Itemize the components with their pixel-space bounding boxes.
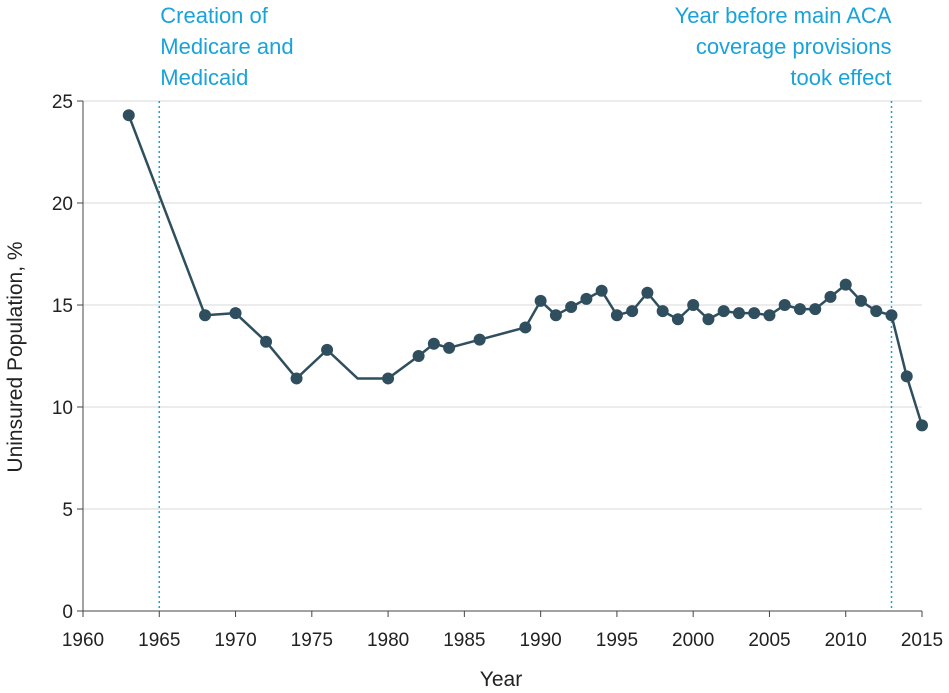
- annotation-labels: Creation of Medicare and Medicaid Year befo…: [160, 3, 892, 90]
- data-point: [580, 292, 593, 305]
- data-point: [763, 309, 776, 322]
- data-point: [382, 372, 395, 385]
- data-point: [595, 284, 608, 297]
- annotation-label: took effect: [790, 65, 891, 90]
- data-point: [443, 341, 456, 354]
- gridlines: [83, 100, 922, 510]
- annotation-lines: [158, 101, 893, 611]
- data-point: [473, 333, 486, 346]
- x-tick-label: 1960: [62, 630, 104, 651]
- data-point: [565, 301, 578, 314]
- data-point: [916, 419, 928, 432]
- data-point: [748, 307, 761, 320]
- x-tick-label: 1965: [138, 630, 180, 651]
- data-point: [549, 309, 562, 322]
- data-point: [839, 278, 852, 291]
- data-point: [656, 305, 669, 318]
- x-tick-label: 1985: [443, 630, 485, 651]
- data-point: [641, 286, 654, 299]
- data-point: [321, 343, 334, 356]
- x-tick-label: 1980: [367, 630, 409, 651]
- data-point: [427, 337, 440, 350]
- y-tick-label: 5: [62, 500, 73, 521]
- series-line: [127, 114, 924, 426]
- data-point: [122, 109, 135, 122]
- data-point: [900, 370, 913, 383]
- data-point: [793, 303, 806, 316]
- x-tick-label: 2015: [901, 630, 943, 651]
- y-tick-label: 15: [52, 296, 73, 317]
- axes: 0 5 10 15 20 25 1960 1965 1970 1975 1980 1985 1990 19…: [52, 92, 943, 651]
- data-point: [260, 335, 273, 348]
- data-point: [671, 313, 684, 326]
- annotation-label: Year before main ACA: [675, 3, 892, 28]
- data-point: [778, 299, 791, 311]
- x-tick-label: 2010: [825, 630, 867, 651]
- x-tick-label: 2000: [672, 630, 714, 651]
- data-point: [824, 290, 837, 303]
- data-point: [610, 309, 623, 322]
- x-tick-label: 1970: [214, 630, 256, 651]
- y-tick-label: 20: [52, 194, 73, 215]
- y-tick-label: 10: [52, 398, 73, 419]
- y-tick-label: 25: [52, 92, 73, 113]
- x-tick-label: 1975: [291, 630, 333, 651]
- data-point: [809, 303, 822, 316]
- data-point: [885, 309, 898, 322]
- y-tick-label: 0: [62, 602, 73, 623]
- data-point: [519, 321, 532, 334]
- data-point: [854, 294, 867, 307]
- data-point: [412, 350, 425, 362]
- data-point: [199, 309, 212, 322]
- data-point: [717, 305, 730, 318]
- annotation-label: coverage provisions: [696, 34, 892, 59]
- data-point: [534, 294, 547, 307]
- x-axis-title: Year: [480, 668, 522, 691]
- annotation-label: Medicare and: [160, 34, 293, 59]
- annotation-label: Medicaid: [160, 65, 248, 90]
- data-point: [702, 313, 715, 326]
- x-tick-label: 1995: [596, 630, 638, 651]
- data-point: [732, 307, 745, 320]
- data-point: [290, 372, 303, 385]
- annotation-label: Creation of: [160, 3, 269, 28]
- data-point: [229, 307, 242, 320]
- data-point: [626, 305, 639, 318]
- data-point: [870, 305, 883, 318]
- series: [122, 109, 928, 432]
- x-tick-label: 1990: [519, 630, 561, 651]
- data-point: [687, 299, 700, 311]
- x-tick-label: 2005: [748, 630, 790, 651]
- y-axis-title: Uninsured Population, %: [4, 241, 27, 472]
